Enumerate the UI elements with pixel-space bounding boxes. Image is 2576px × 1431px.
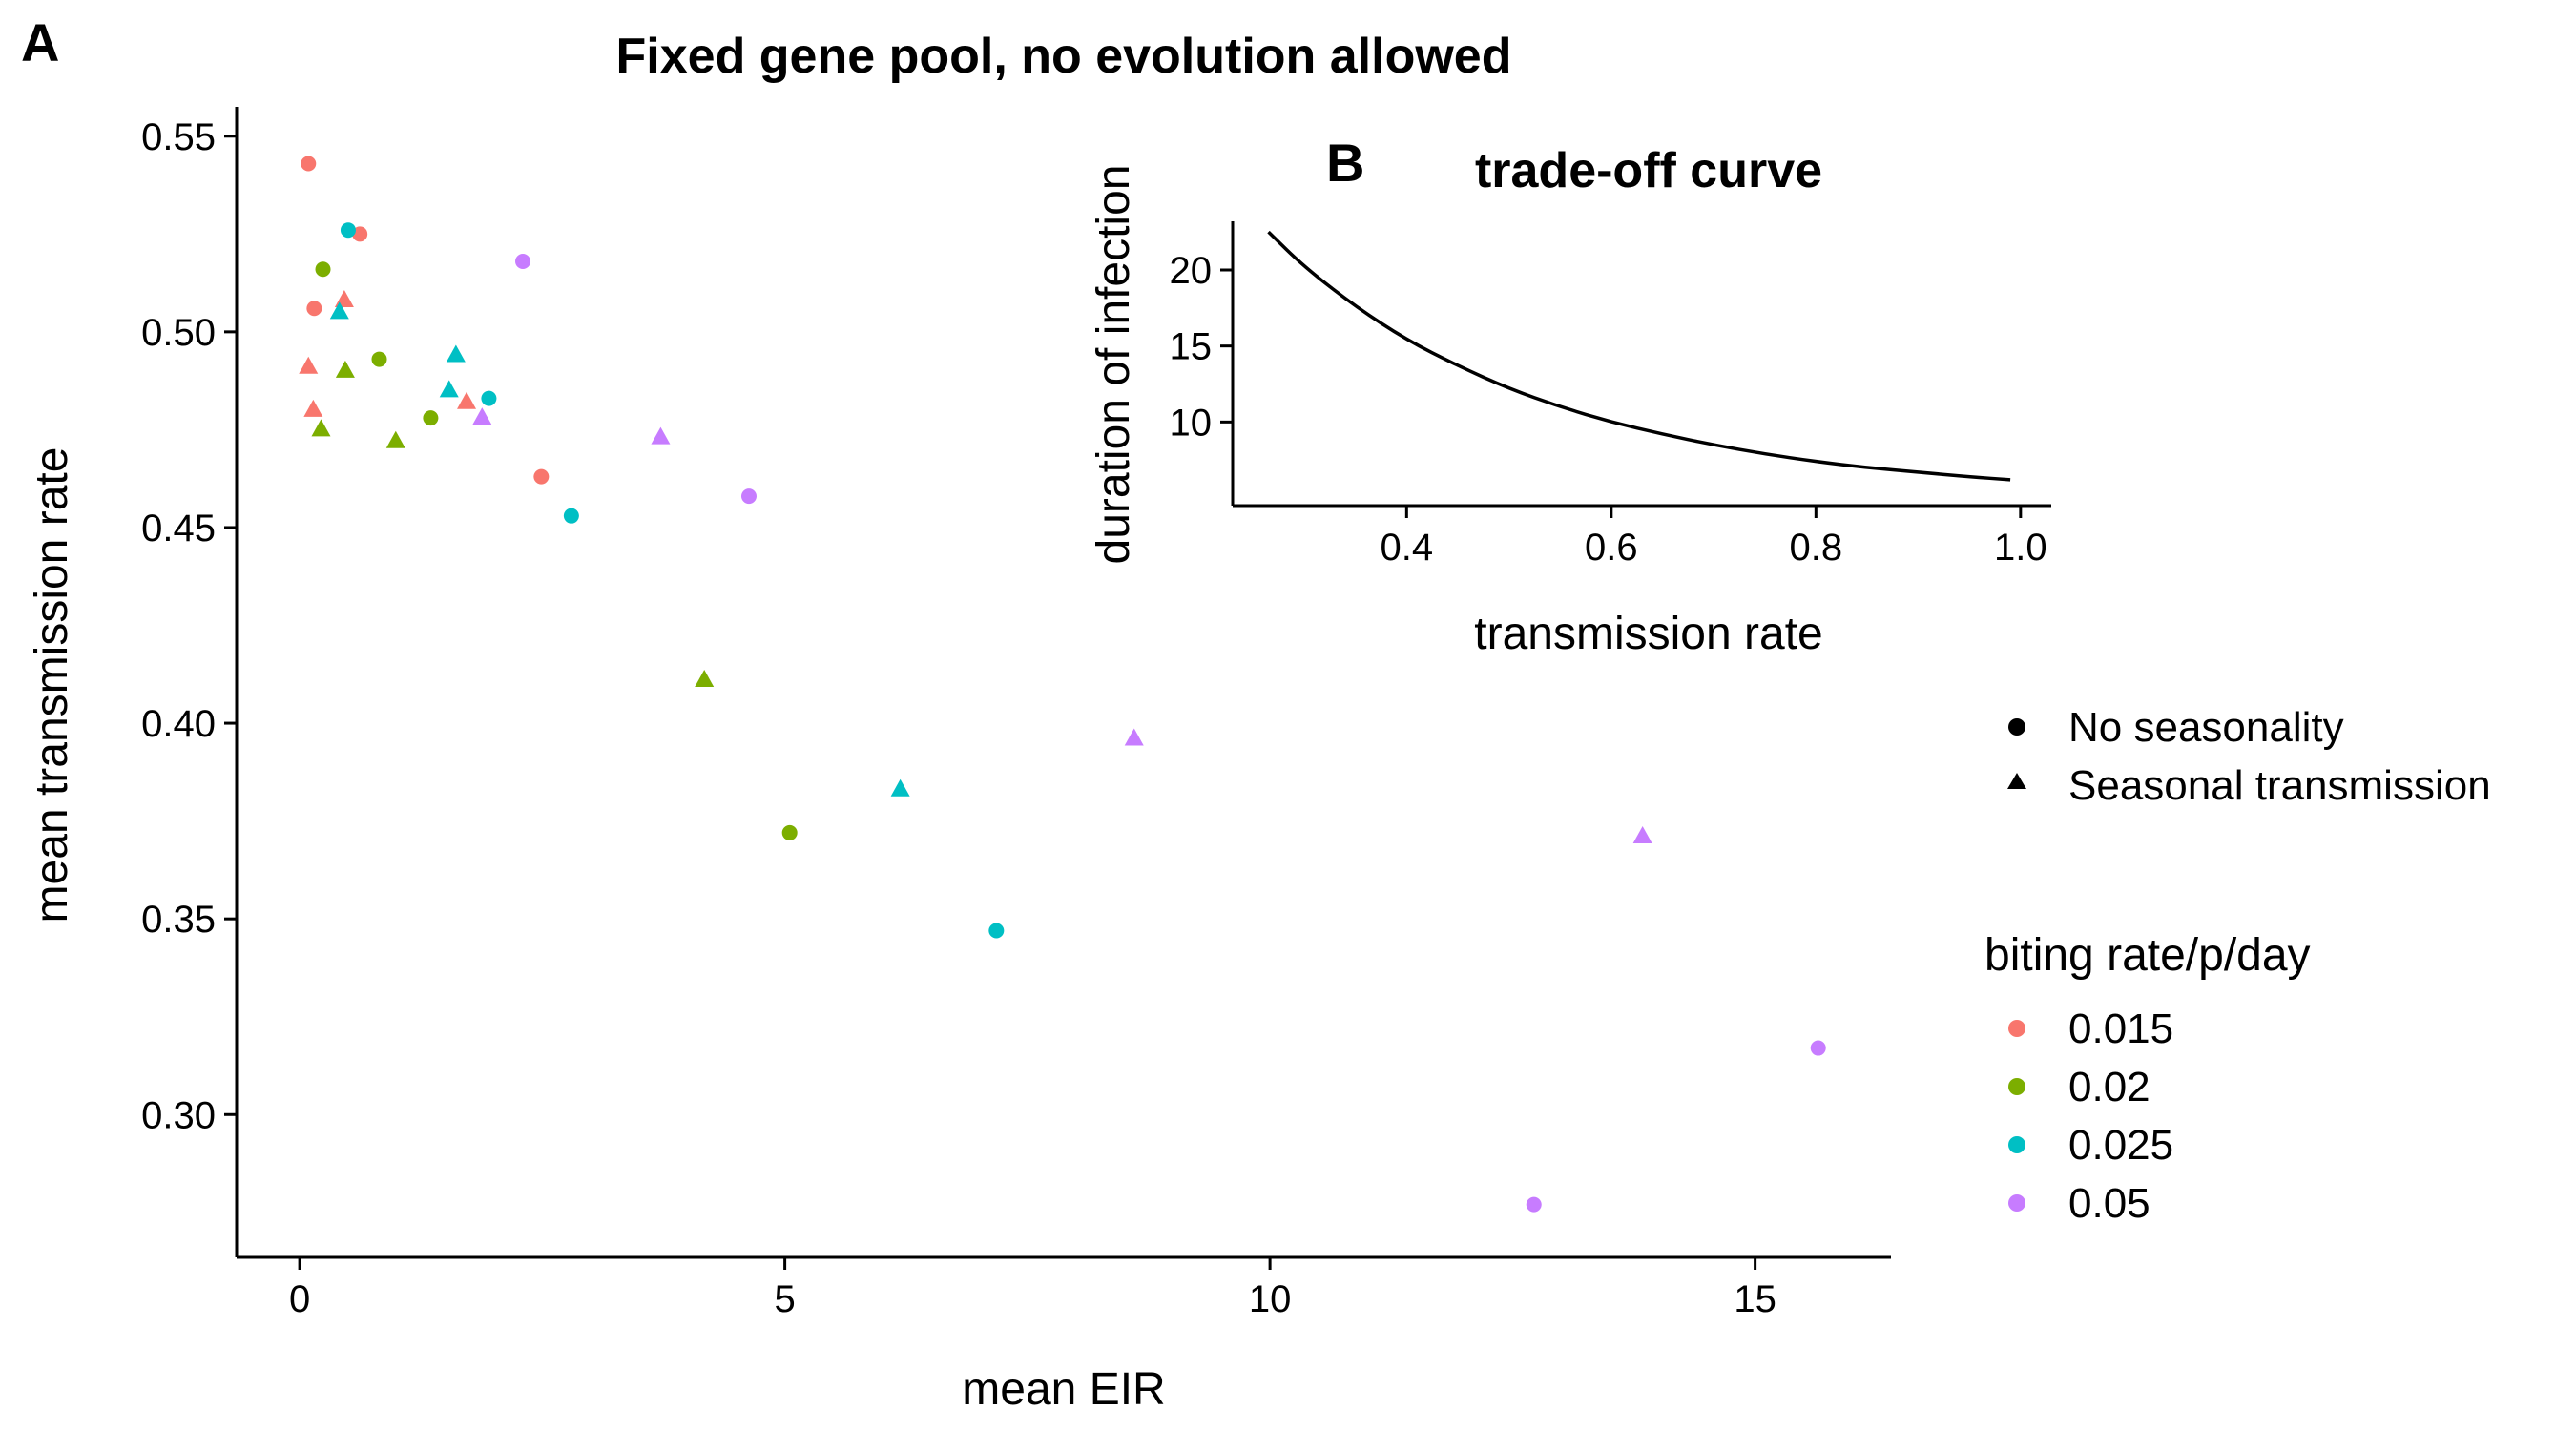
data-point-circle bbox=[423, 410, 439, 426]
main-x-tick-label: 10 bbox=[1249, 1278, 1292, 1320]
series-0-015 bbox=[299, 156, 550, 485]
series-0-025 bbox=[329, 222, 1005, 939]
main-y-tick-label: 0.30 bbox=[141, 1094, 216, 1136]
panel-tag-b: B bbox=[1326, 133, 1364, 193]
panel-tag-a: A bbox=[21, 12, 59, 73]
data-point-circle bbox=[315, 261, 331, 278]
data-point-circle bbox=[1526, 1196, 1542, 1213]
legend-color-key bbox=[2008, 1020, 2025, 1037]
shape-legend: No seasonality Seasonal transmission bbox=[2007, 704, 2491, 809]
legend-color-key bbox=[2008, 1136, 2025, 1153]
inset-y-tick-label: 20 bbox=[1170, 250, 1213, 292]
main-plot-area: 0 5 10 15 0.30 0.35 0.40 0.45 0.50 0.55 bbox=[141, 107, 1891, 1320]
data-point-triangle bbox=[1124, 728, 1144, 746]
main-x-tick-label: 15 bbox=[1734, 1278, 1776, 1320]
data-point-circle bbox=[340, 222, 356, 238]
inset-x-tick-label: 1.0 bbox=[1994, 527, 2047, 569]
data-point-triangle bbox=[303, 399, 323, 417]
main-y-tick-label: 0.40 bbox=[141, 703, 216, 745]
legend-label-seasonal-transmission: Seasonal transmission bbox=[2068, 762, 2491, 809]
legend-circle-key bbox=[2008, 718, 2025, 736]
data-point-circle bbox=[515, 254, 531, 270]
legend-triangle-key bbox=[2007, 773, 2026, 789]
main-y-tick-label: 0.35 bbox=[141, 899, 216, 941]
data-point-triangle bbox=[439, 380, 459, 398]
inset-y-axis-title: duration of infection bbox=[1089, 165, 1139, 565]
data-point-triangle bbox=[1632, 826, 1652, 844]
data-point-circle bbox=[371, 351, 387, 367]
main-chart-title: Fixed gene pool, no evolution allowed bbox=[616, 29, 1512, 84]
color-legend-title: biting rate/p/day bbox=[1984, 930, 2311, 981]
data-point-triangle bbox=[385, 430, 405, 448]
main-y-axis-title: mean transmission rate bbox=[27, 447, 77, 923]
inset-x-tick-label: 0.8 bbox=[1790, 527, 1843, 569]
data-point-triangle bbox=[472, 407, 492, 425]
series-0-05 bbox=[472, 254, 1826, 1213]
color-legend: biting rate/p/day 0.015 0.02 0.025 0.05 bbox=[1984, 930, 2311, 1227]
legend-color-label: 0.015 bbox=[2068, 1006, 2173, 1052]
inset-y-tick-label: 10 bbox=[1170, 402, 1213, 444]
series-0-02 bbox=[311, 261, 798, 840]
data-point-circle bbox=[988, 923, 1005, 939]
main-x-axis-title: mean EIR bbox=[962, 1364, 1165, 1415]
main-x-tick-label: 5 bbox=[774, 1278, 795, 1320]
trade-off-curve-line bbox=[1267, 230, 2011, 482]
legend-color-key bbox=[2008, 1078, 2025, 1095]
legend-label-no-seasonality: No seasonality bbox=[2068, 704, 2344, 751]
legend-color-key bbox=[2008, 1194, 2025, 1212]
inset-chart-title: trade-off curve bbox=[1475, 143, 1822, 198]
data-point-circle bbox=[306, 301, 322, 317]
legend-color-label: 0.02 bbox=[2068, 1064, 2150, 1110]
inset-x-tick-label: 0.6 bbox=[1585, 527, 1638, 569]
data-point-triangle bbox=[457, 391, 477, 409]
data-point-triangle bbox=[890, 778, 910, 797]
data-point-triangle bbox=[695, 669, 715, 687]
legend-color-label: 0.05 bbox=[2068, 1180, 2150, 1227]
data-point-circle bbox=[1810, 1040, 1826, 1056]
data-point-triangle bbox=[299, 356, 319, 374]
data-point-circle bbox=[352, 226, 368, 242]
data-point-circle bbox=[563, 508, 579, 524]
data-point-circle bbox=[301, 156, 317, 172]
main-y-tick-label: 0.50 bbox=[141, 312, 216, 354]
data-point-triangle bbox=[329, 301, 349, 320]
main-y-tick-label: 0.45 bbox=[141, 508, 216, 550]
data-point-circle bbox=[481, 390, 497, 406]
data-point-triangle bbox=[651, 426, 671, 445]
inset-x-tick-label: 0.4 bbox=[1381, 527, 1434, 569]
data-point-circle bbox=[781, 824, 798, 840]
data-point-triangle bbox=[446, 344, 466, 363]
data-point-triangle bbox=[311, 419, 331, 437]
data-point-circle bbox=[533, 468, 550, 485]
data-point-circle bbox=[740, 488, 757, 505]
inset-y-tick-label: 15 bbox=[1170, 326, 1213, 368]
data-point-triangle bbox=[335, 360, 355, 378]
inset-plot-area: 0.4 0.6 0.8 1.0 10 15 20 bbox=[1170, 221, 2051, 569]
legend-color-label: 0.025 bbox=[2068, 1122, 2173, 1169]
main-x-tick-label: 0 bbox=[289, 1278, 310, 1320]
inset-x-axis-title: transmission rate bbox=[1474, 609, 1822, 659]
main-y-tick-label: 0.55 bbox=[141, 116, 216, 158]
